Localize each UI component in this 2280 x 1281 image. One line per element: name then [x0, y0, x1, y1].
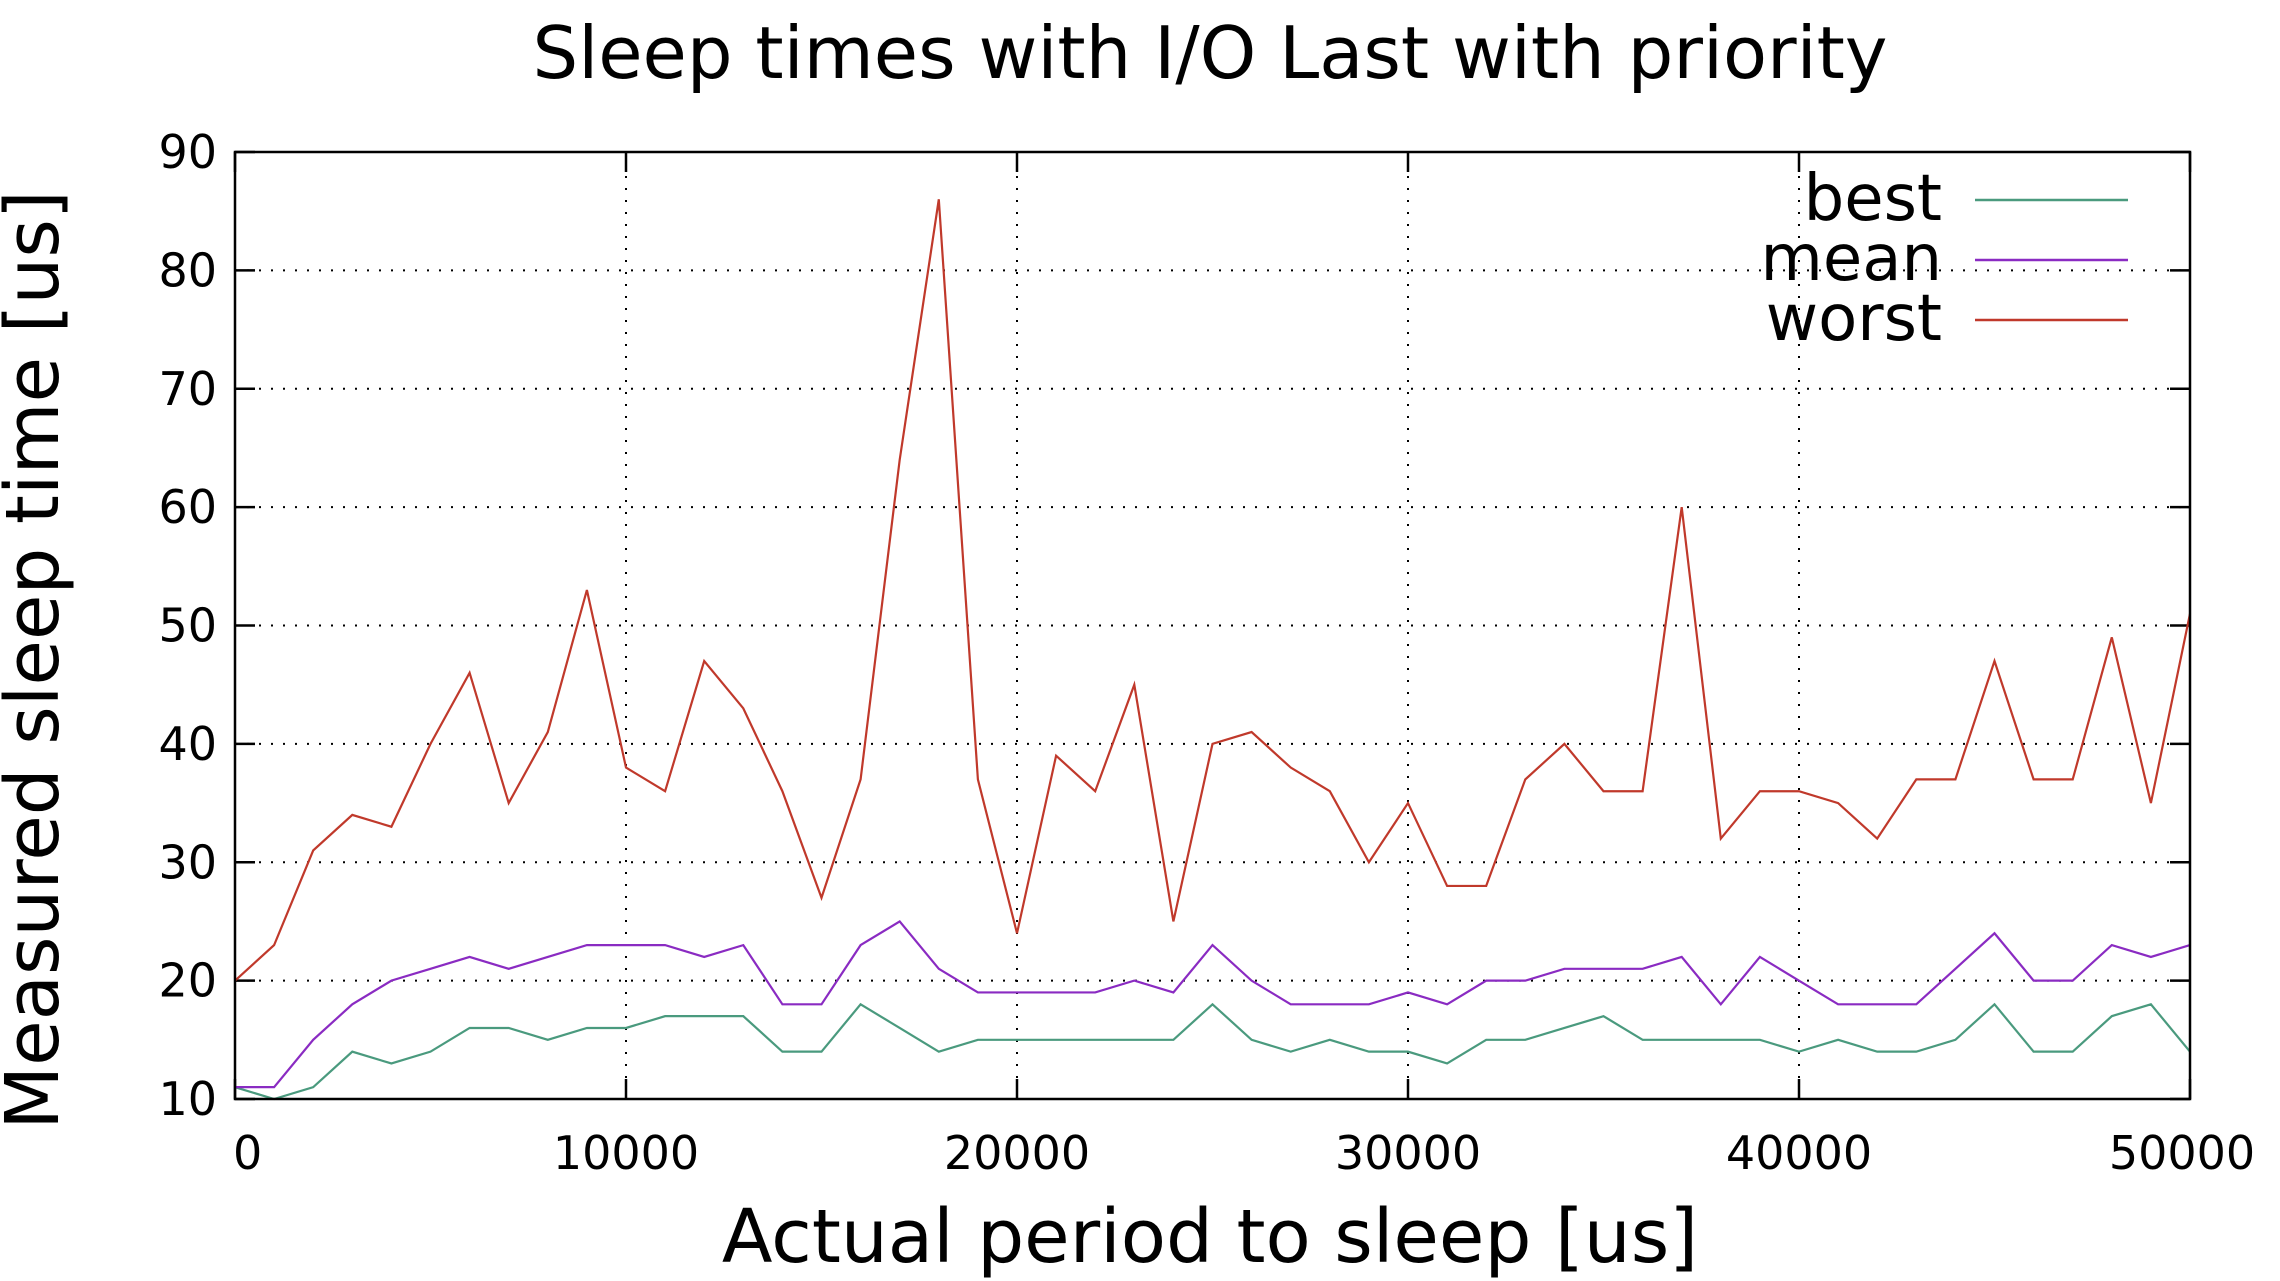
y-tick-label: 10 [158, 1072, 217, 1126]
y-tick-label: 20 [158, 954, 217, 1008]
x-tick-label: 40000 [1726, 1126, 1872, 1180]
series-lines [234, 199, 2192, 1101]
x-axis-label: Actual period to sleep [us] [722, 1194, 1698, 1280]
y-tick-label: 80 [158, 243, 217, 297]
y-tick-label: 60 [158, 480, 217, 534]
y-tick-label: 50 [158, 599, 217, 653]
series-line-best [234, 1002, 2191, 1101]
legend-label-worst: worst [1766, 282, 1942, 356]
x-tick-label: 20000 [944, 1126, 1090, 1180]
series-line-worst [234, 199, 2192, 982]
y-tick-label: 40 [158, 717, 217, 771]
x-tick-label: 0 [233, 1126, 262, 1180]
chart-title: Sleep times with I/O Last with priority [533, 11, 1888, 95]
grid-lines [235, 152, 2190, 1099]
axis-ticks: 10 20 30 40 50 60 70 80 90 0 10000 20000 30000 40000 5… [158, 125, 2255, 1180]
plot-frame [233, 150, 2192, 1101]
x-tick-label: 50000 [2109, 1126, 2255, 1180]
x-tick-label: 10000 [553, 1126, 699, 1180]
y-tick-label: 70 [158, 362, 217, 416]
y-tick-label: 30 [158, 835, 217, 889]
series-line-mean [235, 920, 2191, 1089]
legend-label-best: best [1804, 162, 1942, 236]
x-tick-label: 30000 [1335, 1126, 1481, 1180]
y-axis-label: Measured sleep time [us] [0, 190, 76, 1130]
legend-label-mean: mean [1761, 222, 1943, 296]
y-tick-label: 90 [158, 125, 217, 179]
